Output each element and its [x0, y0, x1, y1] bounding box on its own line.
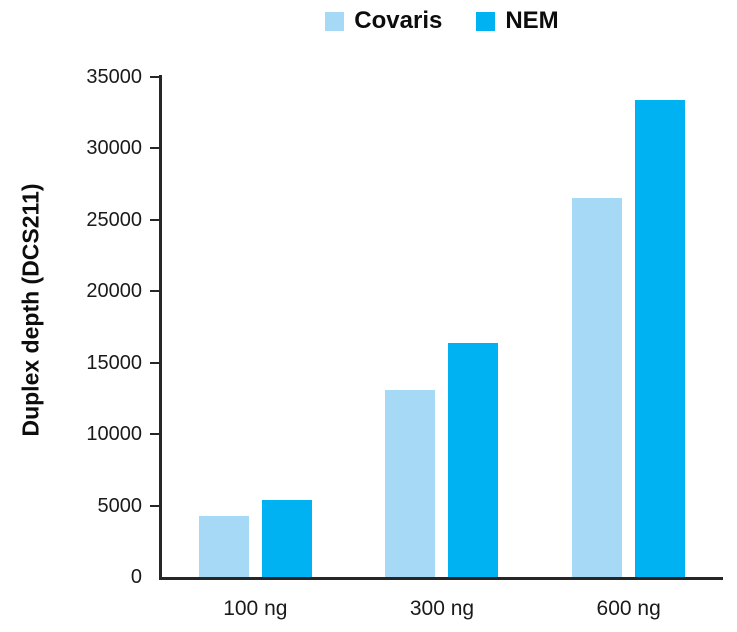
y-tick-label: 0: [130, 566, 142, 588]
bar-group-100ng: [162, 77, 349, 577]
x-axis-line: [159, 577, 723, 580]
y-axis-tick: [150, 361, 159, 364]
y-axis-tick: [150, 218, 159, 221]
legend-label-covaris: Covaris: [354, 7, 443, 34]
y-tick-label: 25000: [86, 208, 142, 231]
x-tick-label: 300 ng: [409, 597, 475, 620]
legend-label-nem: NEM: [505, 7, 559, 34]
bar-group-300ng: [349, 77, 536, 577]
y-axis-tick: [150, 433, 159, 436]
plot-area: [162, 77, 722, 577]
y-tick-label: 20000: [86, 280, 142, 303]
bar-nem-600ng: [635, 99, 686, 577]
bar-nem-300ng: [448, 342, 499, 577]
y-tick-label: 15000: [86, 351, 142, 374]
y-tick-label: 10000: [86, 423, 142, 446]
legend-swatch-nem: [476, 11, 496, 31]
bar-covaris-300ng: [385, 389, 436, 577]
y-tick-label: 30000: [86, 137, 142, 160]
x-tick-label: 600 ng: [596, 597, 661, 620]
y-axis-tick: [150, 290, 159, 293]
legend-item-nem: NEM: [476, 7, 559, 35]
y-axis-title: Duplex depth (DCS211): [17, 183, 44, 437]
legend-swatch-covaris: [325, 11, 345, 31]
bar-nem-100ng: [261, 499, 312, 577]
legend-item-covaris: Covaris: [325, 7, 442, 35]
y-axis-tick: [150, 504, 159, 507]
bar-covaris-600ng: [572, 198, 623, 577]
y-tick-label: 5000: [97, 494, 143, 517]
x-tick-label: 100 ng: [223, 597, 288, 620]
y-axis-tick: [150, 76, 159, 78]
y-axis-tick: [150, 147, 159, 150]
y-axis-line: [159, 75, 162, 580]
chart-legend: Covaris NEM: [162, 6, 722, 36]
bar-group-600ng: [535, 77, 722, 577]
y-tick-label: 35000: [86, 66, 142, 88]
bar-covaris-100ng: [198, 515, 249, 577]
